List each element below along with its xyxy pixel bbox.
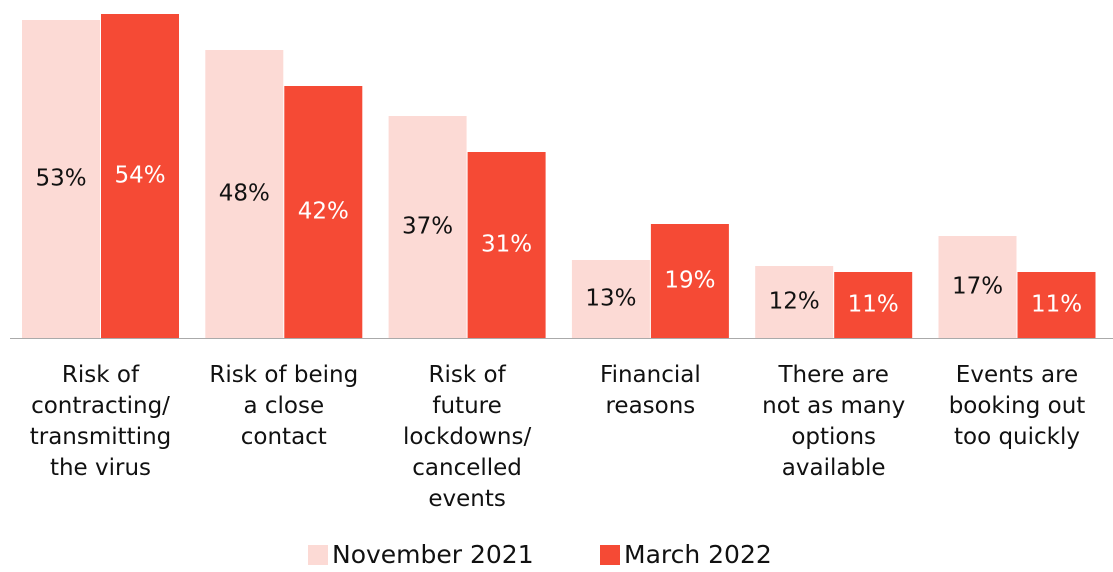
x-tick-label: Risk of future lockdowns/ cancelled even… xyxy=(402,362,532,512)
bar xyxy=(388,116,467,338)
bar xyxy=(571,260,650,338)
legend-label: March 2022 xyxy=(624,540,772,569)
legend-swatch xyxy=(600,545,620,565)
bar xyxy=(755,266,834,338)
bar xyxy=(467,152,546,338)
value-label: 48% xyxy=(219,181,270,207)
bar xyxy=(650,224,729,338)
legend-label: November 2021 xyxy=(332,540,534,569)
value-label: 17% xyxy=(952,274,1003,300)
bar xyxy=(22,20,100,338)
x-tick-label: There are not as many options available xyxy=(762,362,906,481)
value-label: 13% xyxy=(585,286,636,312)
value-label: 37% xyxy=(402,214,453,240)
x-tick-label: Events are booking out too quickly xyxy=(948,362,1086,450)
value-label: 53% xyxy=(35,166,86,192)
bar xyxy=(834,272,913,338)
legend-swatch xyxy=(308,545,328,565)
value-label: 31% xyxy=(481,232,532,258)
value-label: 42% xyxy=(298,199,349,225)
bar xyxy=(205,50,284,338)
value-label: 11% xyxy=(848,292,899,318)
x-tick-label: Risk of being a close contact xyxy=(209,362,359,450)
value-label: 11% xyxy=(1031,292,1082,318)
bar xyxy=(101,14,179,338)
x-tick-label: Financial reasons xyxy=(600,362,701,419)
bar xyxy=(938,236,1017,338)
bar xyxy=(1017,272,1096,338)
value-label: 19% xyxy=(664,268,715,294)
value-label: 54% xyxy=(114,163,165,189)
bar xyxy=(284,86,363,338)
value-label: 12% xyxy=(769,289,820,315)
x-tick-label: Risk of contracting/ transmitting the vi… xyxy=(29,362,172,481)
